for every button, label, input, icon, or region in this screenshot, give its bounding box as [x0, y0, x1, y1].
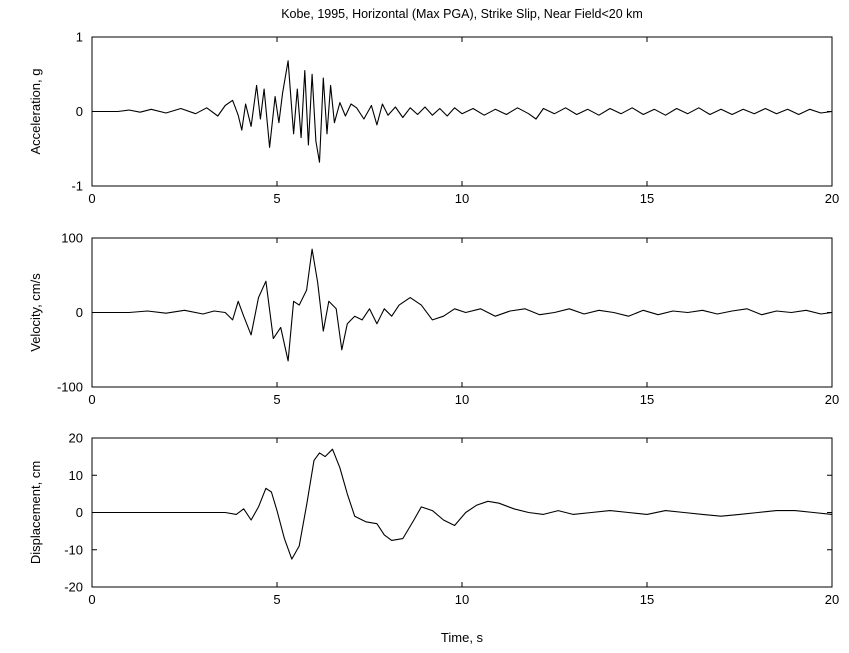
displacement-panel: 0 5 10 15 20 -20 -10 0 10 20 Displacement, cm — [28, 431, 839, 608]
acceleration-plot-frame — [91, 36, 833, 187]
displacement-y-axis-label: Displacement, cm — [28, 461, 43, 564]
velocity-y-tick-label: 0 — [76, 305, 83, 320]
velocity-x-tick-label: 5 — [273, 392, 280, 407]
displacement-y-tick-label: -20 — [64, 580, 83, 595]
velocity-y-tick-label: 100 — [61, 231, 83, 246]
velocity-trace-line — [92, 248, 833, 362]
displacement-y-tick-label: -10 — [64, 542, 83, 557]
x-axis-label: Time, s — [441, 630, 484, 645]
acceleration-x-tick-label: 10 — [455, 191, 469, 206]
velocity-panel: 0 5 10 15 20 -100 0 100 Velocity, cm/s — [28, 231, 839, 408]
velocity-y-axis-label: Velocity, cm/s — [28, 273, 43, 352]
acceleration-trace-line — [92, 60, 833, 163]
acceleration-y-tick-label: -1 — [71, 179, 83, 194]
acceleration-x-tick-label: 15 — [640, 191, 654, 206]
displacement-x-tick-label: 5 — [273, 592, 280, 607]
acceleration-panel: 0 5 10 15 20 -1 0 1 Acceleration, g — [28, 30, 839, 207]
displacement-trace-line — [92, 448, 833, 560]
displacement-x-tick-label: 15 — [640, 592, 654, 607]
velocity-plot-frame — [91, 237, 833, 388]
chart-title: Kobe, 1995, Horizontal (Max PGA), Strike… — [281, 7, 643, 21]
displacement-y-tick-label: 20 — [69, 431, 83, 446]
velocity-x-tick-label: 10 — [455, 392, 469, 407]
velocity-y-tick-label: -100 — [57, 380, 83, 395]
displacement-y-tick-label: 10 — [69, 468, 83, 483]
displacement-x-tick-label: 20 — [825, 592, 839, 607]
displacement-x-tick-label: 0 — [88, 592, 95, 607]
acceleration-y-axis-label: Acceleration, g — [28, 69, 43, 155]
displacement-x-tick-label: 10 — [455, 592, 469, 607]
acceleration-x-tick-label: 20 — [825, 191, 839, 206]
velocity-x-tick-label: 0 — [88, 392, 95, 407]
acceleration-y-tick-label: 0 — [76, 104, 83, 119]
acceleration-y-tick-label: 1 — [76, 30, 83, 45]
acceleration-x-tick-label: 0 — [88, 191, 95, 206]
velocity-x-tick-label: 20 — [825, 392, 839, 407]
acceleration-x-tick-label: 5 — [273, 191, 280, 206]
displacement-y-tick-label: 0 — [76, 505, 83, 520]
velocity-x-tick-label: 15 — [640, 392, 654, 407]
